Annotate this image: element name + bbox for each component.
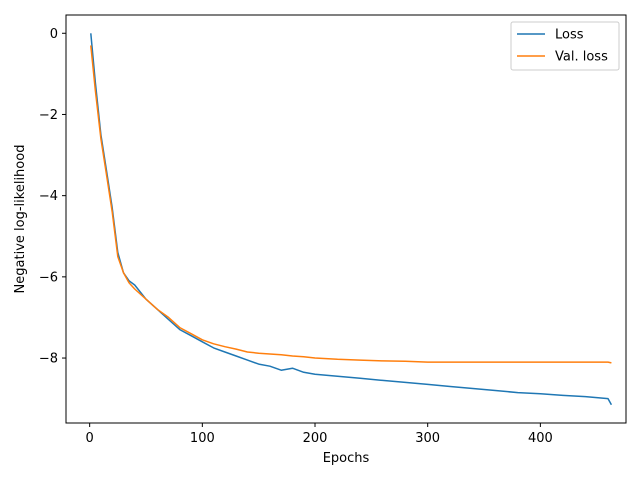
x-axis-label: Epochs (323, 451, 370, 466)
x-tick-label: 300 (415, 431, 440, 446)
legend-label: Val. loss (555, 50, 608, 65)
series-line-loss (90, 33, 613, 406)
y-tick-label: −8 (39, 352, 58, 367)
y-axis-label: Negative log-likelihood (13, 145, 28, 294)
series-layer (90, 33, 613, 406)
y-tick-label: −2 (39, 108, 58, 123)
series-line-val-loss (90, 45, 612, 364)
y-tick-label: −4 (39, 189, 58, 204)
y-tick-label: 0 (50, 27, 58, 42)
x-tick-label: 0 (86, 431, 94, 446)
y-tick-label: −6 (39, 270, 58, 285)
legend-label: Loss (555, 28, 584, 43)
x-tick-label: 400 (528, 431, 553, 446)
axes-frame (65, 14, 627, 424)
x-tick-label: 200 (303, 431, 328, 446)
x-tick-label: 100 (190, 431, 215, 446)
ticks-layer: 0 100 200 300 400 0 −2 −4 −6 −8 (39, 27, 553, 446)
legend: Loss Val. loss (510, 21, 620, 71)
